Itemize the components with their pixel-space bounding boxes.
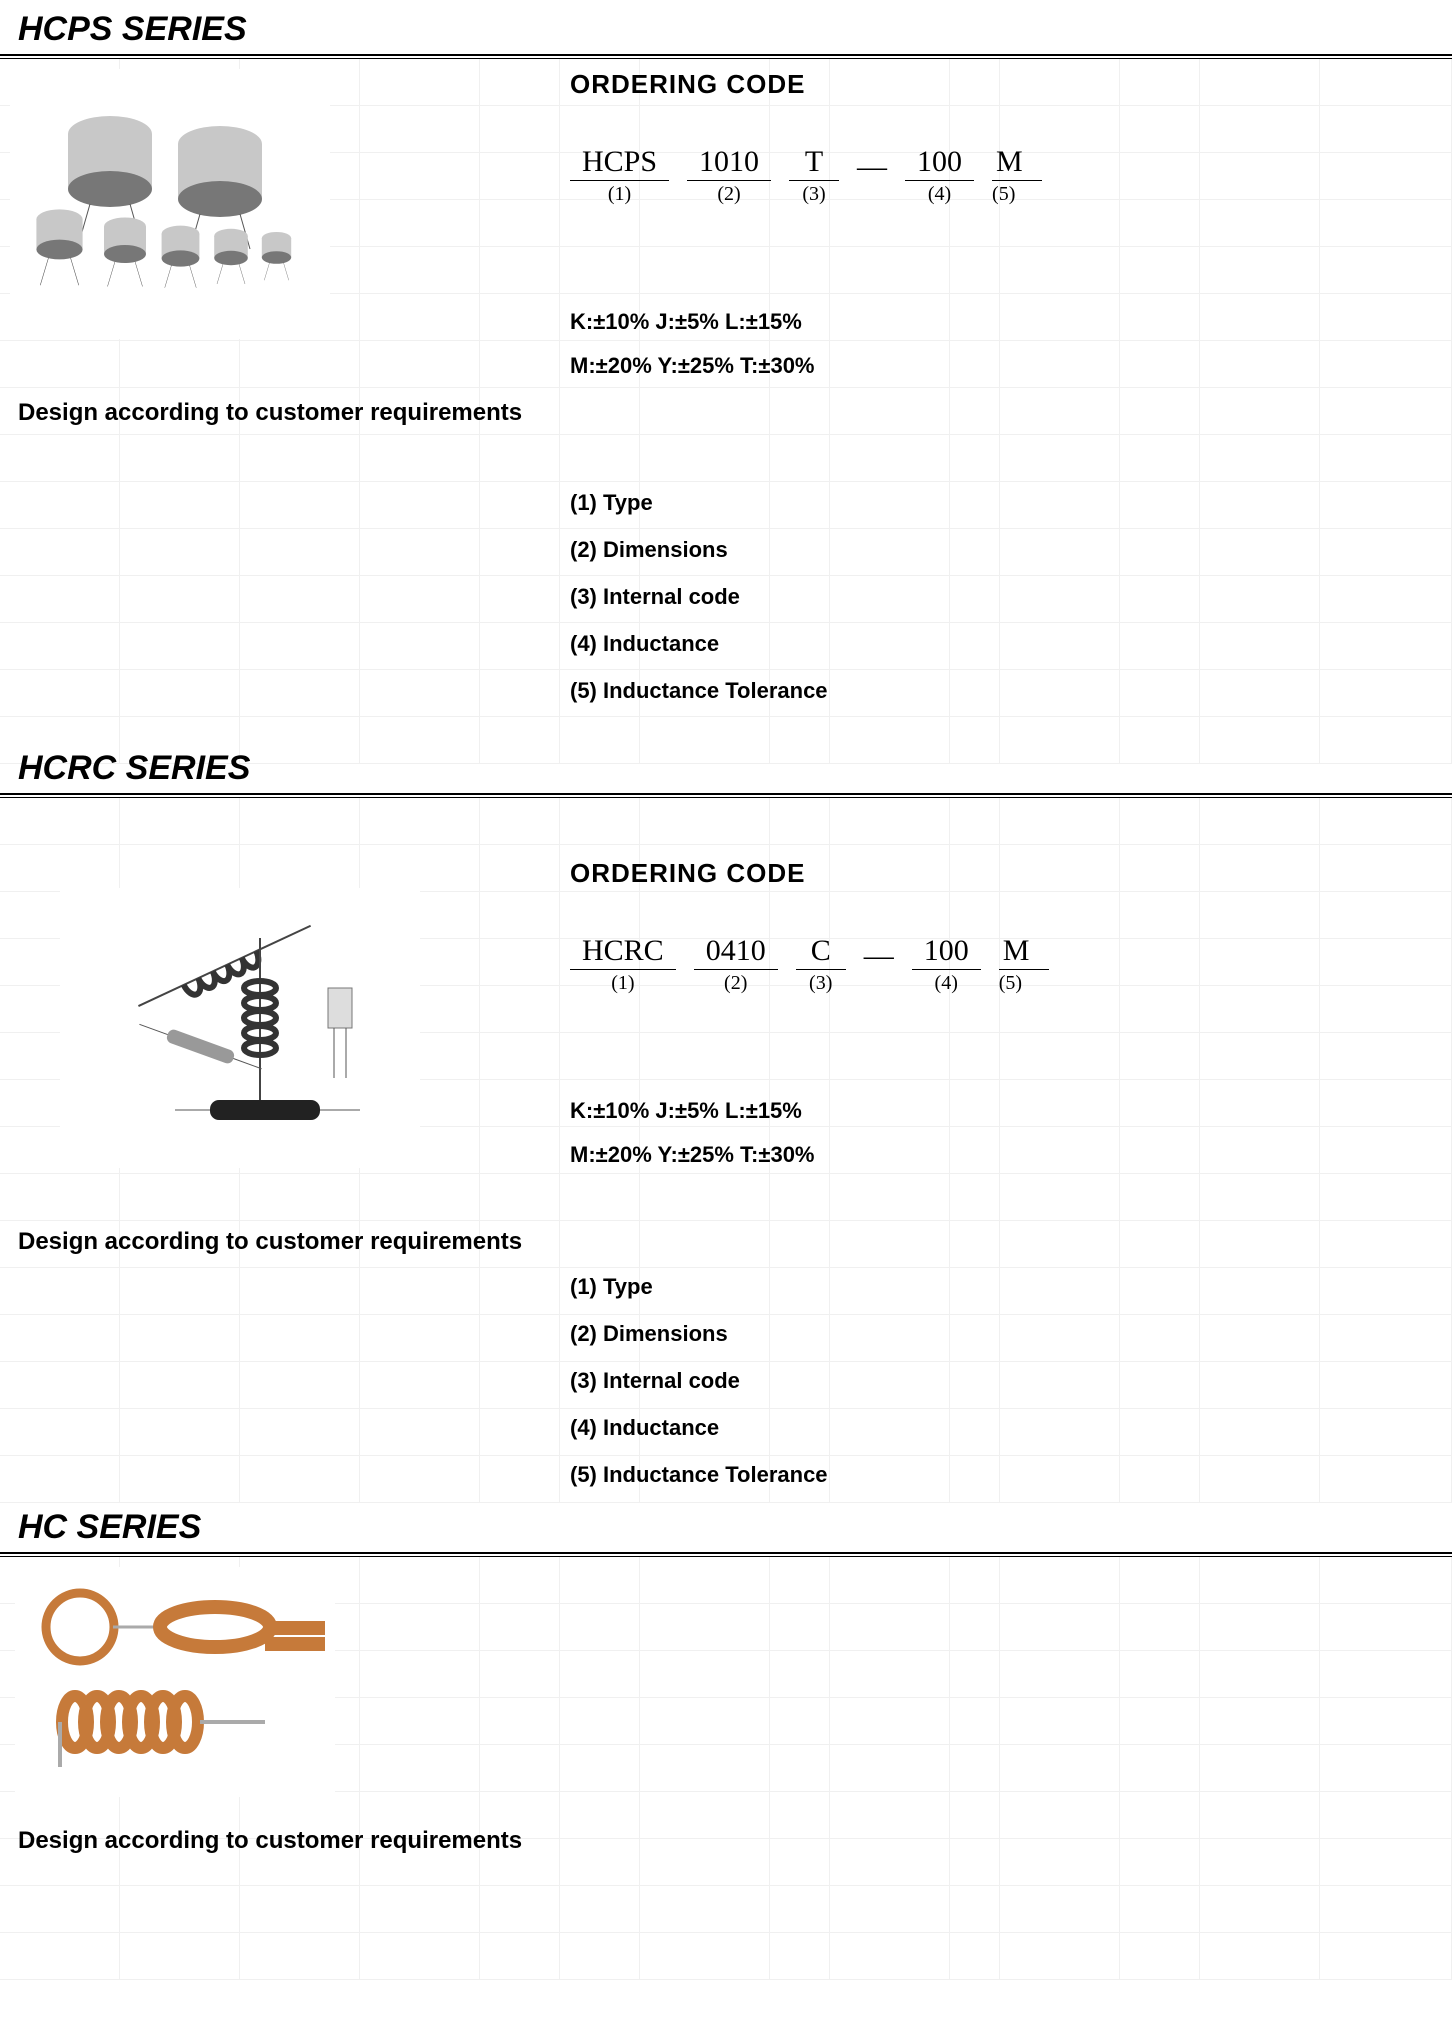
code-seg-1: HCPS(1) <box>570 145 669 206</box>
product-image-hcrc <box>60 888 420 1168</box>
code-seg-5: M(5) <box>992 145 1042 206</box>
legend-4: (4) Inductance <box>570 620 828 667</box>
series-hcps: HCPS SERIES // grid will be generated af… <box>0 0 1452 739</box>
series-title: HCRC SERIES <box>0 739 1452 793</box>
series-title: HC SERIES <box>0 1498 1452 1552</box>
design-note: Design according to customer requirement… <box>18 1827 522 1855</box>
product-image-hc <box>15 1567 335 1797</box>
page-root: HCPS SERIES // grid will be generated af… <box>0 0 1452 1977</box>
ordering-code-row: HCRC(1) 0410(2) C(3) — 100(4) M(5) <box>570 934 1049 995</box>
content-area: Design according to customer requirement… <box>0 1557 1452 1977</box>
code-dash: — <box>857 150 887 206</box>
tolerance-line-1: K:±10% J:±5% L:±15% <box>570 1098 815 1124</box>
code-seg-4: 100(4) <box>912 934 981 995</box>
content-area: ORDERING CODE HCRC(1) 0410(2) C(3) — 100… <box>0 798 1452 1498</box>
code-seg-4: 100(4) <box>905 145 974 206</box>
code-seg-3: T(3) <box>789 145 839 206</box>
content-area: // grid will be generated after <box>0 59 1452 739</box>
legend-5: (5) Inductance Tolerance <box>570 667 828 714</box>
legend-block: (1) Type (2) Dimensions (3) Internal cod… <box>570 479 828 714</box>
legend-5: (5) Inductance Tolerance <box>570 1451 828 1498</box>
tolerance-line-2: M:±20% Y:±25% T:±30% <box>570 353 815 379</box>
code-dash: — <box>864 939 894 995</box>
legend-2: (2) Dimensions <box>570 526 828 573</box>
series-hc: HC SERIES <box>0 1498 1452 1977</box>
tolerance-line-2: M:±20% Y:±25% T:±30% <box>570 1142 815 1168</box>
design-note: Design according to customer requirement… <box>18 1228 522 1256</box>
axial-inductor-icon <box>70 898 410 1158</box>
design-note: Design according to customer requirement… <box>18 399 522 427</box>
ordering-code-block: ORDERING CODE HCPS(1) 1010(2) T(3) — 100… <box>570 69 1042 206</box>
code-seg-2: 0410(2) <box>694 934 778 995</box>
legend-3: (3) Internal code <box>570 1357 828 1404</box>
product-image-hcps <box>10 69 330 339</box>
legend-1: (1) Type <box>570 479 828 526</box>
ordering-code-title: ORDERING CODE <box>570 69 1042 100</box>
tolerance-block: K:±10% J:±5% L:±15% M:±20% Y:±25% T:±30% <box>570 1098 815 1168</box>
code-seg-1: HCRC(1) <box>570 934 676 995</box>
ordering-code-row: HCPS(1) 1010(2) T(3) — 100(4) M(5) <box>570 145 1042 206</box>
code-seg-5: M(5) <box>999 934 1049 995</box>
series-title: HCPS SERIES <box>0 0 1452 54</box>
legend-block: (1) Type (2) Dimensions (3) Internal cod… <box>570 1263 828 1498</box>
code-seg-3: C(3) <box>796 934 846 995</box>
series-hcrc: HCRC SERIES <box>0 739 1452 1498</box>
legend-4: (4) Inductance <box>570 1404 828 1451</box>
ordering-code-block: ORDERING CODE HCRC(1) 0410(2) C(3) — 100… <box>570 858 1049 995</box>
code-seg-2: 1010(2) <box>687 145 771 206</box>
copper-coil-icon <box>25 1572 325 1792</box>
legend-1: (1) Type <box>570 1263 828 1310</box>
legend-2: (2) Dimensions <box>570 1310 828 1357</box>
ordering-code-title: ORDERING CODE <box>570 858 1049 889</box>
tolerance-block: K:±10% J:±5% L:±15% M:±20% Y:±25% T:±30% <box>570 309 815 379</box>
inductor-group-icon <box>20 79 320 329</box>
tolerance-line-1: K:±10% J:±5% L:±15% <box>570 309 815 335</box>
legend-3: (3) Internal code <box>570 573 828 620</box>
